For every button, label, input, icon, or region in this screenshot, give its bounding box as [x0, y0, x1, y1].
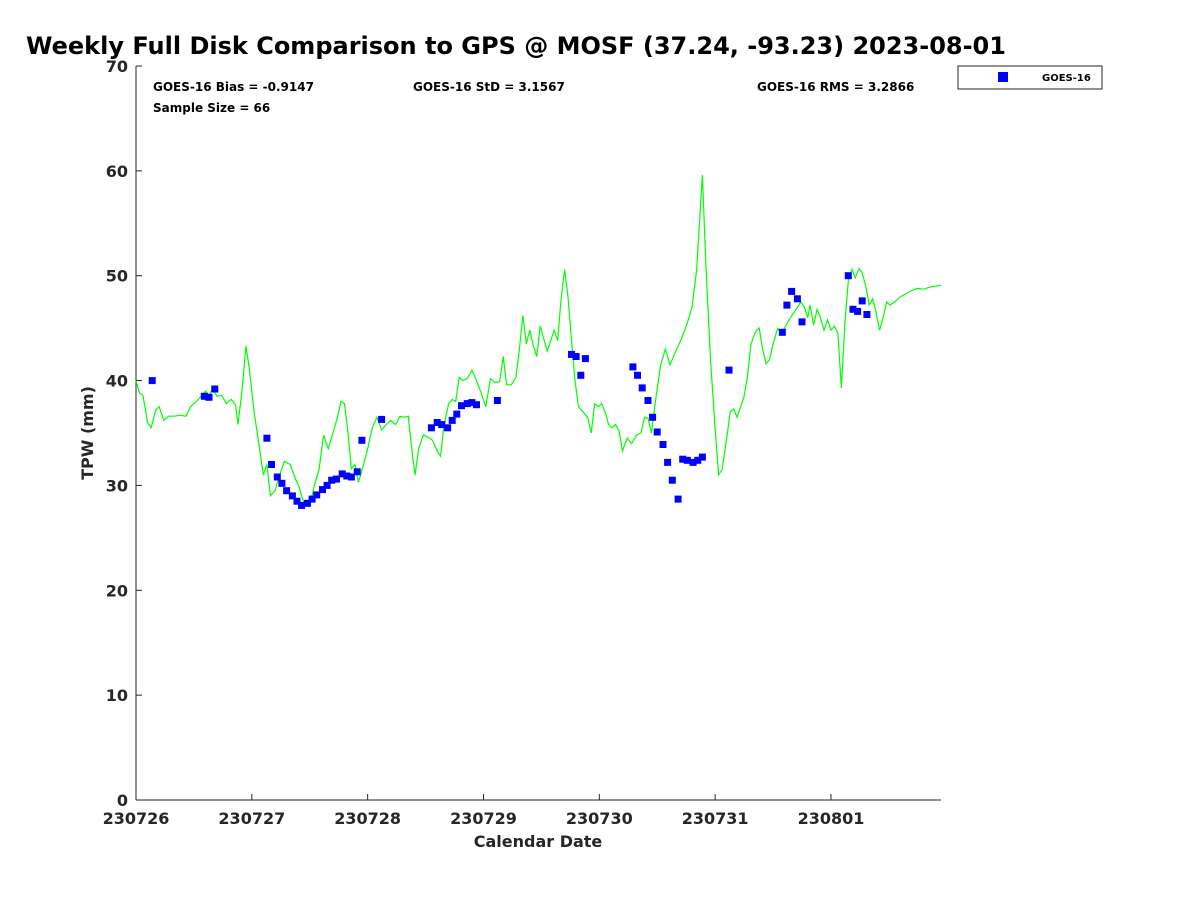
stat-bias: GOES-16 Bias = -0.9147 — [153, 80, 314, 94]
goes-data-point — [205, 393, 213, 401]
goes-data-point — [263, 434, 271, 442]
goes-data-point — [438, 421, 446, 429]
goes-data-point — [358, 436, 366, 444]
goes-data-point — [319, 486, 326, 494]
goes-data-point — [664, 458, 672, 466]
goes-data-point — [849, 305, 857, 313]
goes-data-point — [581, 355, 589, 363]
stat-std: GOES-16 StD = 3.1567 — [413, 80, 565, 94]
goes-data-point — [433, 419, 441, 426]
goes-data-point — [338, 470, 346, 478]
goes-data-point — [863, 311, 871, 318]
goes-data-point — [200, 392, 208, 400]
stat-sample-size: Sample Size = 66 — [153, 101, 270, 115]
x-axis-label: Calendar Date — [474, 832, 603, 851]
x-tick-label: 230727 — [218, 809, 285, 828]
goes-data-point — [273, 473, 281, 481]
goes-series — [148, 272, 871, 509]
goes-data-point — [458, 402, 465, 410]
goes-data-point — [448, 416, 456, 424]
goes-data-point — [689, 458, 697, 466]
goes-data-point — [858, 297, 866, 305]
goes-data-point — [844, 272, 852, 280]
y-tick-label: 30 — [106, 476, 128, 495]
goes-data-point — [343, 472, 351, 480]
plot-area: 0 10 20 30 40 50 60 70 230726 230727 230728 230729 2… — [103, 57, 942, 828]
axis-ticks: 0 10 20 30 40 50 60 70 230726 230727 230728 230729 2… — [103, 57, 865, 828]
goes-data-point — [463, 400, 471, 408]
goes-data-point — [798, 318, 806, 326]
goes-data-point — [568, 350, 575, 358]
goes-data-point — [468, 399, 476, 407]
y-tick-label: 50 — [106, 267, 128, 286]
goes-data-point — [778, 328, 786, 336]
goes-data-point — [473, 401, 480, 409]
y-tick-label: 60 — [106, 162, 128, 181]
legend-marker-icon — [998, 72, 1008, 82]
goes-data-point — [674, 495, 682, 503]
goes-data-point — [634, 371, 641, 379]
goes-data-point — [288, 492, 296, 500]
goes-data-point — [679, 455, 687, 463]
legend: GOES-16 — [957, 65, 1103, 90]
goes-data-point — [347, 473, 355, 481]
goes-data-point — [698, 453, 706, 461]
x-tick-label: 230726 — [103, 809, 170, 828]
y-tick-label: 10 — [106, 686, 128, 705]
goes-data-point — [854, 307, 862, 315]
goes-data-point — [378, 415, 386, 423]
chart-title: Weekly Full Disk Comparison to GPS @ MOS… — [26, 32, 1006, 60]
goes-data-point — [283, 487, 291, 495]
goes-data-point — [668, 476, 676, 484]
x-tick-label: 230730 — [566, 809, 633, 828]
goes-data-point — [577, 371, 585, 379]
legend-box — [957, 65, 1103, 90]
goes-data-point — [653, 428, 661, 436]
goes-data-point — [323, 481, 331, 489]
y-tick-label: 40 — [106, 372, 128, 391]
goes-data-point — [293, 497, 301, 505]
goes-data-point — [313, 491, 321, 499]
goes-data-point — [725, 366, 733, 374]
x-tick-label: 230731 — [682, 809, 749, 828]
goes-data-point — [148, 377, 156, 385]
goes-data-point — [783, 301, 791, 309]
y-tick-label: 70 — [106, 57, 128, 76]
goes-data-point — [638, 384, 646, 392]
x-tick-label: 230801 — [798, 809, 865, 828]
goes-data-point — [649, 413, 657, 421]
goes-data-point — [572, 353, 580, 360]
goes-data-point — [298, 501, 306, 509]
goes-data-point — [444, 424, 452, 432]
y-tick-label: 0 — [117, 791, 128, 810]
goes-data-point — [644, 397, 652, 404]
y-axis-label: TPW (mm) — [78, 386, 97, 480]
y-tick-label: 20 — [106, 581, 128, 600]
goes-data-point — [328, 476, 336, 484]
x-tick-label: 230728 — [334, 809, 401, 828]
goes-data-point — [353, 468, 361, 476]
goes-data-point — [694, 456, 702, 464]
goes-data-point — [278, 479, 286, 487]
goes-data-point — [683, 456, 691, 464]
goes-data-point — [268, 461, 275, 468]
goes-data-point — [332, 475, 340, 483]
goes-data-point — [629, 363, 637, 371]
stat-rms: GOES-16 RMS = 3.2866 — [757, 80, 914, 94]
goes-data-point — [308, 495, 316, 503]
goes-data-point — [303, 499, 311, 507]
legend-label: GOES-16 — [1042, 73, 1091, 84]
goes-data-point — [211, 385, 219, 393]
goes-data-point — [793, 295, 801, 303]
goes-data-point — [427, 424, 435, 432]
goes-data-point — [788, 287, 796, 295]
goes-data-point — [659, 441, 667, 448]
goes-data-point — [493, 397, 501, 404]
x-tick-label: 230729 — [450, 809, 517, 828]
goes-data-point — [453, 410, 461, 418]
